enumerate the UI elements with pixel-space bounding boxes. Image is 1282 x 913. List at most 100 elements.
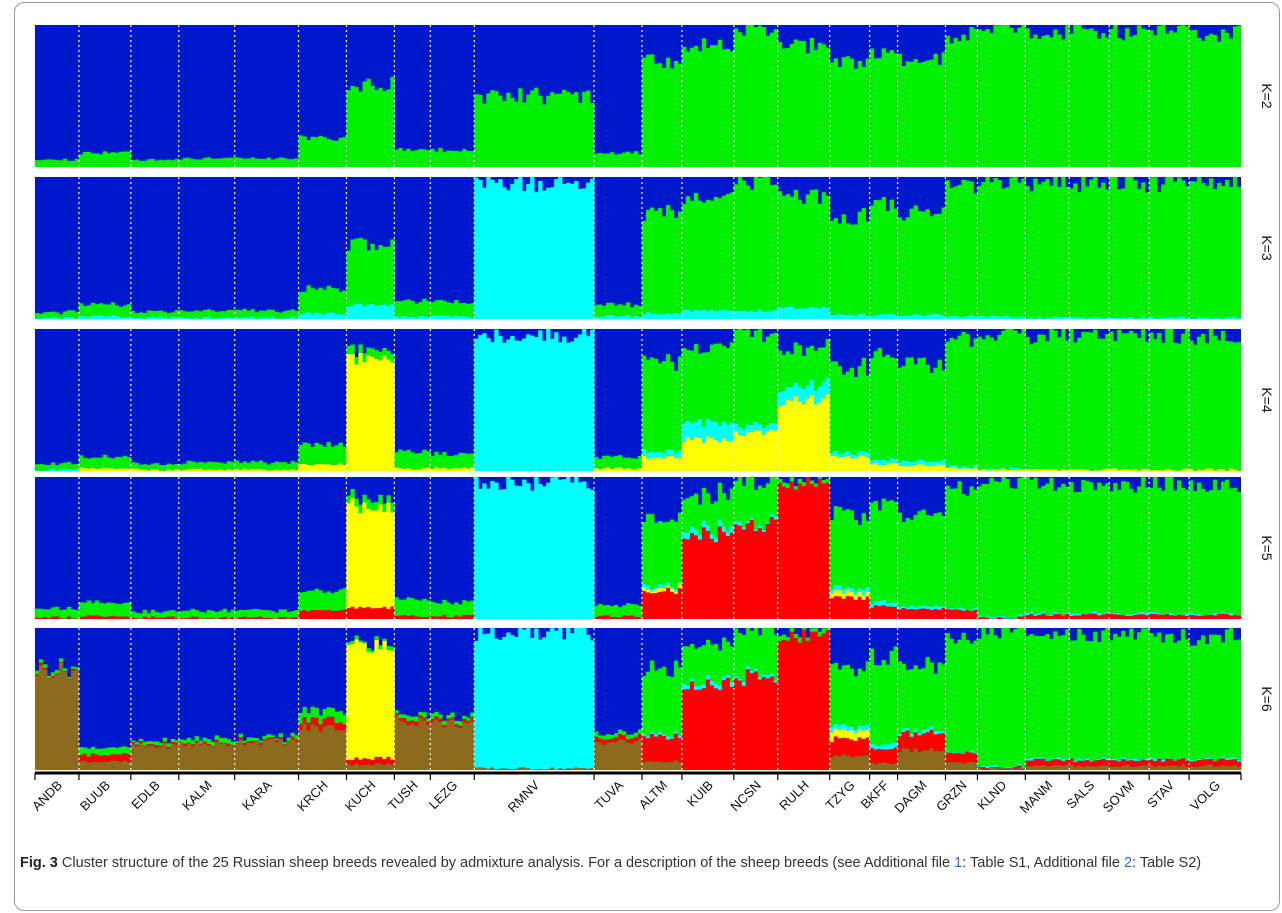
bar-cyan: [1225, 612, 1230, 615]
bar-red: [1057, 613, 1062, 619]
bar-red: [462, 615, 467, 619]
bar-green: [374, 90, 379, 167]
bar-brown: [1225, 765, 1230, 770]
bar-brown: [1053, 765, 1058, 770]
bar-cyan: [1009, 618, 1014, 619]
bar-brown: [146, 745, 152, 770]
bar-cyan: [1149, 611, 1154, 614]
bar-yellow: [430, 468, 435, 471]
bar-brown: [242, 744, 248, 770]
bar-green: [1037, 334, 1042, 470]
bar-green: [462, 302, 467, 316]
bar-red: [969, 611, 974, 619]
bar-green: [981, 628, 986, 766]
bar-brown: [46, 678, 52, 770]
bar-green: [1045, 483, 1050, 615]
bar-green: [430, 601, 435, 617]
bar-green: [873, 351, 878, 460]
bar-green: [1081, 28, 1086, 168]
bar-green: [138, 160, 144, 167]
bar-cyan: [657, 731, 663, 735]
bar-cyan: [805, 308, 811, 319]
bar-yellow: [370, 652, 375, 760]
bar-brown: [258, 744, 264, 770]
bar-cyan: [1009, 467, 1014, 470]
bar-brown: [498, 768, 503, 770]
bar-green: [757, 177, 763, 310]
bar-cyan: [1161, 317, 1166, 319]
bar-yellow: [1005, 469, 1010, 471]
bar-brown: [354, 763, 359, 770]
bar-red: [961, 753, 966, 764]
bar-brown: [1033, 765, 1038, 770]
bar-green: [326, 442, 331, 465]
bar-green: [665, 57, 671, 168]
bar-yellow: [294, 470, 299, 471]
bar-green: [370, 85, 375, 167]
bar-red: [789, 631, 795, 770]
bar-cyan: [546, 631, 551, 769]
bar-brown: [1109, 766, 1114, 770]
bar-green: [921, 211, 926, 316]
bar-green: [773, 332, 779, 424]
bar-brown: [226, 745, 232, 770]
bar-red: [410, 720, 415, 724]
bar-green: [110, 152, 116, 167]
caption-link-additional-file-1[interactable]: 1: [954, 855, 963, 871]
bar-green: [825, 47, 831, 167]
bar-green: [769, 185, 775, 311]
bar-cyan: [849, 314, 855, 319]
bar-yellow: [218, 469, 224, 471]
bar-cyan: [725, 674, 731, 678]
bar-red: [941, 733, 946, 751]
bar-red: [398, 615, 403, 619]
bar-brown: [550, 767, 555, 770]
bar-red: [618, 617, 623, 619]
bar-green: [486, 93, 491, 167]
bar-red: [857, 737, 863, 756]
bar-cyan: [550, 628, 555, 768]
bar-green: [246, 737, 252, 742]
caption-link-additional-file-2[interactable]: 2: [1123, 855, 1133, 871]
bar-green: [318, 715, 323, 725]
bar-cyan: [506, 477, 511, 619]
bar-green: [610, 735, 615, 739]
bar-red: [949, 609, 954, 619]
bar-red: [434, 716, 439, 720]
bar-green: [458, 151, 463, 167]
bar-green: [1113, 483, 1118, 614]
bar-green: [869, 358, 875, 461]
bar-red: [869, 748, 875, 763]
bar-green: [606, 153, 611, 167]
bar-green: [853, 676, 859, 730]
bar-cyan: [861, 726, 867, 731]
bar-red: [202, 741, 208, 744]
bar-red: [1157, 758, 1162, 766]
bar-green: [234, 610, 240, 619]
bar-cyan: [62, 468, 68, 471]
bar-yellow: [697, 437, 703, 471]
bar-yellow: [965, 468, 970, 471]
bar-green: [270, 735, 275, 738]
bar-green: [649, 54, 655, 167]
bar-red: [262, 617, 268, 619]
bar-green: [238, 733, 244, 738]
bar-red: [777, 641, 783, 770]
bar-cyan: [410, 316, 415, 319]
bar-cyan: [989, 617, 994, 619]
bar-yellow: [993, 469, 998, 471]
bar-red: [1177, 759, 1182, 767]
bar-green: [626, 302, 631, 315]
bar-cyan: [558, 628, 563, 769]
bar-green: [821, 192, 827, 307]
bar-brown: [286, 741, 291, 770]
bar-green: [689, 643, 695, 679]
bar-green: [1089, 641, 1094, 761]
bar-cyan: [765, 311, 771, 319]
bar-brown: [961, 763, 966, 770]
bar-red: [965, 751, 970, 763]
bar-green: [282, 742, 287, 745]
bar-cyan: [977, 315, 982, 319]
bar-green: [170, 738, 176, 742]
bar-red: [1221, 758, 1226, 766]
